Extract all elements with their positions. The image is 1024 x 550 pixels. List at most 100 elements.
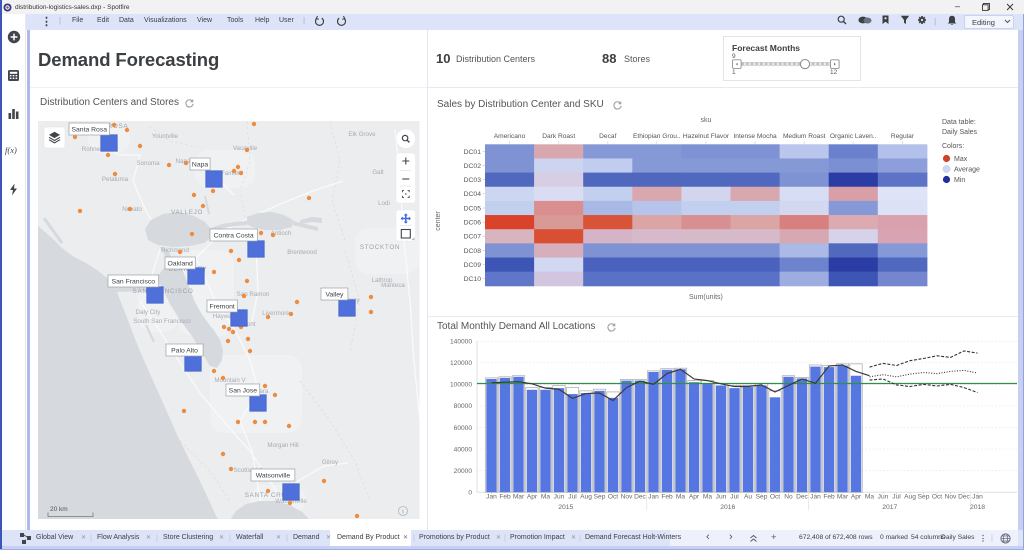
svg-text:Hazelnut Flavor: Hazelnut Flavor: [683, 133, 730, 140]
svg-text:DC05: DC05: [464, 205, 482, 212]
svg-text:60000: 60000: [454, 425, 473, 432]
svg-text:Novato: Novato: [122, 206, 142, 213]
svg-text:Jun: Jun: [716, 494, 727, 501]
svg-text:Aug: Aug: [580, 494, 592, 501]
svg-text:Regular: Regular: [891, 133, 915, 140]
svg-text:Hayward: Hayward: [213, 313, 238, 320]
svg-text:Apr: Apr: [851, 494, 862, 501]
svg-text:Scotts Vall: Scotts Vall: [234, 467, 263, 474]
svg-text:Nov: Nov: [945, 494, 957, 501]
svg-text:Decaf: Decaf: [599, 133, 616, 140]
svg-text:Antioch: Antioch: [271, 230, 292, 237]
svg-text:DC03: DC03: [464, 177, 482, 184]
svg-text:DC09: DC09: [464, 262, 482, 269]
svg-text:Jul: Jul: [892, 494, 901, 501]
svg-text:Jun: Jun: [878, 494, 889, 501]
svg-text:40000: 40000: [454, 446, 473, 453]
svg-text:Richmond: Richmond: [161, 247, 189, 254]
svg-text:Mar: Mar: [837, 494, 849, 501]
svg-text:Santa Rosa: Santa Rosa: [71, 127, 107, 134]
svg-text:Oct: Oct: [770, 494, 780, 501]
svg-text:Dark Roast: Dark Roast: [542, 133, 575, 140]
svg-text:Watsonville: Watsonville: [256, 473, 291, 480]
svg-text:Ethiopian Grou..: Ethiopian Grou..: [633, 133, 681, 140]
svg-text:Dec: Dec: [634, 494, 646, 501]
svg-text:San Ramon: San Ramon: [237, 291, 270, 298]
svg-text:ROSA: ROSA: [108, 123, 129, 130]
svg-text:DC02: DC02: [464, 163, 482, 170]
svg-text:Nov: Nov: [621, 494, 633, 501]
svg-text:Mountain V: Mountain V: [214, 377, 246, 384]
svg-text:Dec: Dec: [796, 494, 808, 501]
svg-text:Yountville: Yountville: [152, 133, 179, 140]
svg-text:Sonoma: Sonoma: [136, 160, 160, 167]
svg-text:0: 0: [468, 490, 472, 497]
svg-text:STOCKTON: STOCKTON: [360, 244, 400, 251]
svg-text:Napa: Napa: [192, 162, 208, 169]
svg-text:Jul: Jul: [730, 494, 739, 501]
svg-text:San Francisco: San Francisco: [112, 279, 156, 286]
svg-text:i: i: [402, 509, 403, 516]
svg-text:Colors:: Colors:: [942, 143, 964, 150]
svg-text:Livermore: Livermore: [262, 310, 290, 317]
svg-text:Mar: Mar: [513, 494, 525, 501]
svg-text:No: No: [784, 494, 793, 501]
svg-text:Fremont: Fremont: [209, 304, 234, 311]
svg-text:Napa: Napa: [176, 158, 191, 165]
svg-text:Apr: Apr: [689, 494, 700, 501]
svg-text:Ma: Ma: [541, 494, 550, 501]
svg-text:Sep: Sep: [918, 494, 930, 501]
svg-text:DC08: DC08: [464, 248, 482, 255]
svg-text:Oct: Oct: [932, 494, 942, 501]
svg-text:Min: Min: [954, 177, 965, 184]
svg-text:Petaluma: Petaluma: [102, 176, 129, 183]
svg-text:Feb: Feb: [661, 494, 673, 501]
svg-text:Feb: Feb: [499, 494, 511, 501]
svg-text:Valley: Valley: [325, 292, 344, 299]
svg-text:Organic Laven..: Organic Laven..: [830, 133, 877, 140]
svg-text:Ma: Ma: [676, 494, 685, 501]
svg-text:Palo Alto: Palo Alto: [171, 348, 198, 355]
svg-text:Jan: Jan: [648, 494, 659, 501]
svg-text:sku: sku: [700, 117, 711, 124]
svg-text:Intense Mocha: Intense Mocha: [733, 133, 777, 140]
svg-text:Lodi: Lodi: [378, 200, 390, 207]
svg-text:Jun: Jun: [554, 494, 565, 501]
svg-text:San Jose: San Jose: [229, 388, 258, 395]
svg-text:Max: Max: [954, 156, 968, 163]
svg-text:Apr: Apr: [527, 494, 538, 501]
svg-text:VALLEJO: VALLEJO: [171, 209, 203, 216]
svg-text:2017: 2017: [882, 504, 897, 511]
svg-text:Contra Costa: Contra Costa: [214, 233, 254, 240]
svg-text:20000: 20000: [454, 468, 473, 475]
svg-text:Jan: Jan: [972, 494, 983, 501]
svg-text:center: center: [435, 211, 442, 231]
svg-text:2018: 2018: [970, 504, 985, 511]
svg-text:Sep: Sep: [756, 494, 768, 501]
svg-text:Jan: Jan: [810, 494, 821, 501]
svg-text:Data table:: Data table:: [942, 119, 976, 126]
svg-text:Daly City: Daly City: [136, 309, 162, 316]
svg-text:Lathrop: Lathrop: [372, 277, 394, 284]
svg-text:Fairfield: Fairfield: [221, 170, 244, 177]
svg-text:Medium Roast: Medium Roast: [783, 133, 826, 140]
svg-text:Manteca: Manteca: [381, 282, 405, 289]
svg-text:80000: 80000: [454, 403, 473, 410]
svg-text:South San Francisco: South San Francisco: [133, 318, 191, 325]
svg-text:2015: 2015: [558, 504, 573, 511]
svg-text:100000: 100000: [450, 382, 472, 389]
svg-text:2016: 2016: [720, 504, 735, 511]
svg-text:Vacaville: Vacaville: [233, 145, 258, 152]
svg-text:DC10: DC10: [464, 276, 482, 283]
svg-text:Daily Sales: Daily Sales: [942, 129, 978, 136]
svg-text:DC06: DC06: [464, 220, 482, 227]
svg-text:SANTA CRUZ: SANTA CRUZ: [245, 492, 291, 499]
svg-text:Ma: Ma: [703, 494, 712, 501]
svg-text:Oakland: Oakland: [167, 261, 193, 268]
svg-text:Au: Au: [744, 494, 752, 501]
svg-text:Morgan Hill: Morgan Hill: [267, 442, 298, 449]
svg-text:Jul: Jul: [568, 494, 577, 501]
svg-text:Ma: Ma: [865, 494, 874, 501]
svg-text:120000: 120000: [450, 360, 472, 367]
svg-text:Elk Grove: Elk Grove: [348, 131, 376, 138]
